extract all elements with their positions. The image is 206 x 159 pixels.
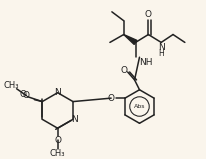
Text: O: O	[108, 94, 115, 103]
Text: O: O	[19, 90, 26, 99]
Text: H: H	[158, 49, 164, 58]
Text: Abs: Abs	[134, 104, 145, 109]
Text: N: N	[72, 115, 78, 124]
Text: N: N	[54, 88, 61, 97]
Text: NH: NH	[139, 58, 153, 67]
Text: O: O	[54, 135, 61, 145]
Polygon shape	[124, 35, 137, 45]
Text: CH₃: CH₃	[50, 149, 65, 158]
Text: O: O	[145, 10, 152, 19]
Text: O: O	[120, 66, 127, 75]
Text: N: N	[158, 43, 165, 52]
Text: CH₃: CH₃	[4, 81, 19, 90]
Text: O: O	[23, 91, 30, 100]
